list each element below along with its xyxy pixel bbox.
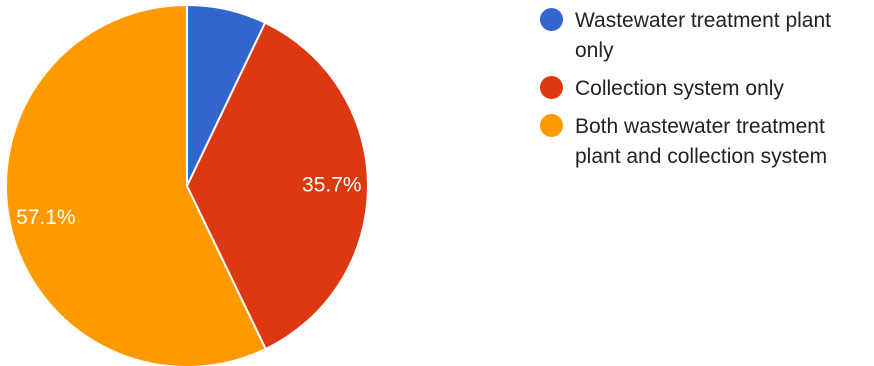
legend: Wastewater treatment plant only Collecti… xyxy=(540,6,870,180)
pie-slice-labels: 35.7% 57.1% xyxy=(16,173,362,229)
legend-item-both[interactable]: Both wastewater treatment plant and coll… xyxy=(540,112,870,172)
legend-swatch-orange xyxy=(540,114,563,137)
legend-swatch-red xyxy=(540,76,563,99)
pie-chart: 35.7% 57.1% xyxy=(5,4,369,366)
legend-swatch-blue xyxy=(540,8,563,31)
pie-slice-2[interactable] xyxy=(186,21,369,351)
legend-item-collection-system-only[interactable]: Collection system only xyxy=(540,74,870,104)
pie-slice-3[interactable] xyxy=(5,4,267,366)
legend-label: Collection system only xyxy=(575,77,784,100)
pie-slice-label-3: 57.1% xyxy=(16,206,76,229)
legend-item-wastewater-treatment-plant-only[interactable]: Wastewater treatment plant only xyxy=(540,6,870,66)
pie-slice-label-2: 35.7% xyxy=(302,173,362,196)
legend-label: Wastewater treatment plant only xyxy=(575,9,831,62)
legend-label: Both wastewater treatment plant and coll… xyxy=(575,115,828,168)
pie-slices xyxy=(5,4,369,366)
